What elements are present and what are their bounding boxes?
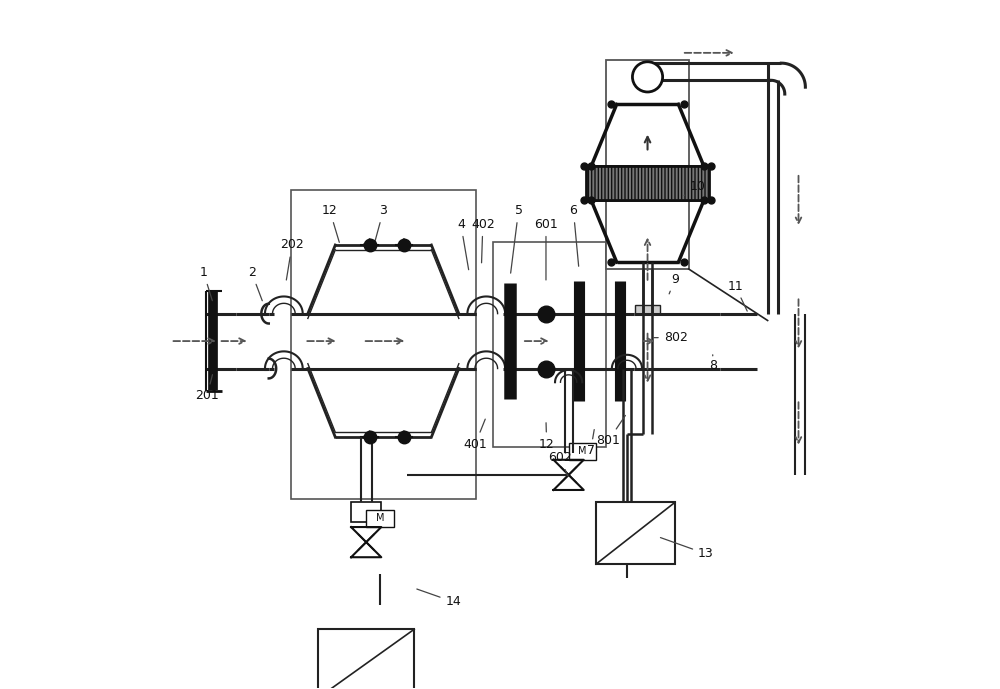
Text: 12: 12 (322, 204, 339, 243)
Text: M: M (376, 513, 384, 524)
Text: 13: 13 (660, 537, 714, 560)
Text: 4: 4 (457, 218, 469, 269)
Text: 802: 802 (654, 331, 688, 344)
Text: 801: 801 (596, 415, 625, 447)
Bar (351, 502, 381, 522)
Text: 10: 10 (684, 180, 706, 196)
Text: 6: 6 (569, 204, 579, 266)
Bar (635, 305, 660, 313)
Text: M: M (578, 446, 587, 456)
Text: 402: 402 (471, 218, 495, 263)
Text: 602: 602 (549, 451, 572, 475)
Text: 8: 8 (709, 355, 717, 371)
Text: 401: 401 (463, 419, 487, 451)
Text: 2: 2 (248, 266, 262, 300)
Text: 14: 14 (417, 589, 461, 608)
Bar (596, 502, 675, 564)
Text: 202: 202 (280, 238, 304, 280)
Bar (318, 629, 414, 689)
Text: 601: 601 (534, 218, 558, 280)
Text: 12: 12 (539, 423, 555, 451)
Bar (366, 510, 394, 527)
Circle shape (632, 62, 663, 92)
Bar (569, 442, 596, 460)
Text: 7: 7 (587, 429, 595, 457)
Text: 11: 11 (727, 280, 747, 311)
Text: 3: 3 (374, 204, 387, 246)
Bar (606, 60, 689, 269)
Bar (586, 166, 709, 200)
Text: 1: 1 (200, 266, 212, 300)
Text: 201: 201 (195, 375, 219, 402)
Bar (291, 190, 476, 499)
Bar (493, 242, 606, 447)
Text: 5: 5 (511, 204, 523, 273)
Text: 9: 9 (669, 273, 679, 294)
